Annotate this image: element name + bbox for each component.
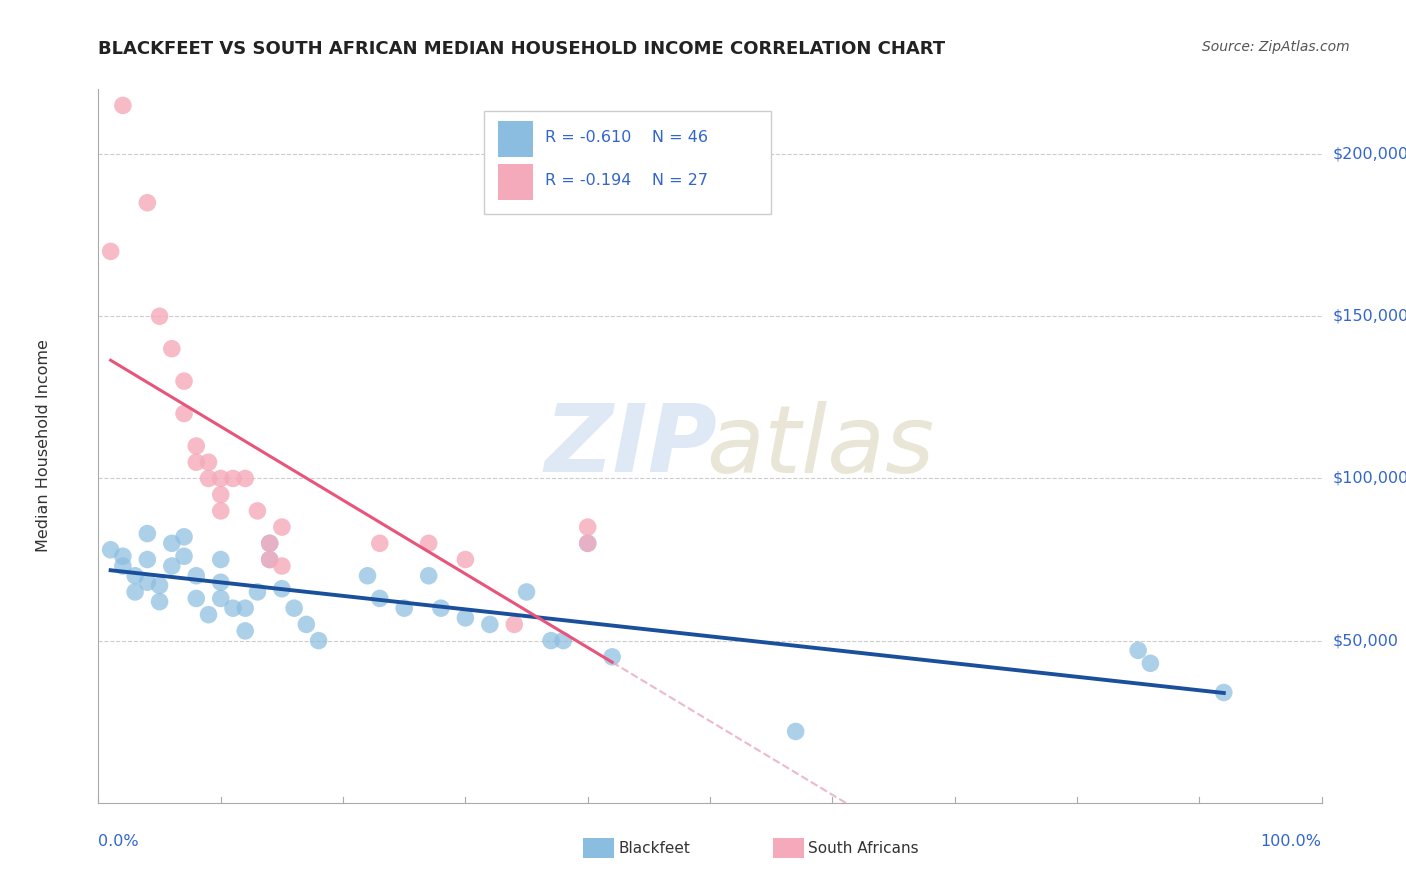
Point	[209, 471, 232, 485]
Point	[368, 591, 391, 606]
Point	[233, 471, 256, 485]
Point	[308, 633, 330, 648]
Point	[246, 504, 269, 518]
Point	[173, 407, 195, 421]
Point	[430, 601, 453, 615]
Point	[100, 244, 122, 259]
Point	[259, 552, 281, 566]
Text: 0.0%: 0.0%	[98, 834, 139, 849]
Point	[1139, 657, 1161, 671]
Point	[209, 575, 232, 590]
Point	[149, 595, 172, 609]
Point	[149, 310, 172, 324]
Point	[418, 568, 440, 582]
Point	[136, 575, 159, 590]
Point	[124, 585, 146, 599]
Point	[576, 520, 599, 534]
Text: $200,000: $200,000	[1333, 146, 1406, 161]
Text: $150,000: $150,000	[1333, 309, 1406, 324]
Point	[160, 342, 183, 356]
Point	[173, 374, 195, 388]
Point	[136, 195, 159, 210]
Point	[600, 649, 623, 664]
Point	[124, 568, 146, 582]
Text: Blackfeet: Blackfeet	[619, 841, 690, 855]
Point	[270, 559, 294, 574]
Point	[392, 601, 416, 615]
Point	[295, 617, 318, 632]
Point	[173, 530, 195, 544]
Point	[197, 607, 219, 622]
Point	[356, 568, 378, 582]
Point	[270, 582, 294, 596]
Point	[209, 552, 232, 566]
Text: South Africans: South Africans	[808, 841, 920, 855]
Point	[540, 633, 562, 648]
Point	[259, 536, 281, 550]
Point	[136, 526, 159, 541]
Point	[283, 601, 305, 615]
Point	[233, 601, 256, 615]
Point	[259, 552, 281, 566]
Point	[197, 471, 219, 485]
Point	[478, 617, 501, 632]
Point	[259, 536, 281, 550]
Bar	[498, 121, 533, 157]
Point	[503, 617, 526, 632]
Point	[186, 568, 208, 582]
Text: $100,000: $100,000	[1333, 471, 1406, 486]
Point	[418, 536, 440, 550]
Point	[173, 549, 195, 564]
Point	[222, 471, 245, 485]
Text: Median Household Income: Median Household Income	[37, 340, 51, 552]
Point	[209, 504, 232, 518]
Text: R = -0.610    N = 46: R = -0.610 N = 46	[546, 130, 707, 145]
Point	[111, 559, 134, 574]
Point	[1212, 685, 1234, 699]
Point	[785, 724, 807, 739]
Point	[576, 536, 599, 550]
Point	[1128, 643, 1150, 657]
Text: ZIP: ZIP	[546, 400, 718, 492]
Text: BLACKFEET VS SOUTH AFRICAN MEDIAN HOUSEHOLD INCOME CORRELATION CHART: BLACKFEET VS SOUTH AFRICAN MEDIAN HOUSEH…	[98, 40, 946, 58]
Point	[209, 488, 232, 502]
Point	[111, 98, 134, 112]
Point	[186, 439, 208, 453]
Point	[186, 455, 208, 469]
Point	[246, 585, 269, 599]
Point	[186, 591, 208, 606]
FancyBboxPatch shape	[484, 111, 772, 214]
Point	[515, 585, 537, 599]
Point	[553, 633, 575, 648]
Point	[454, 552, 477, 566]
Point	[222, 601, 245, 615]
Point	[576, 536, 599, 550]
Point	[368, 536, 391, 550]
Point	[160, 536, 183, 550]
Point	[100, 542, 122, 557]
Point	[270, 520, 294, 534]
Bar	[498, 164, 533, 200]
Point	[149, 578, 172, 592]
Text: atlas: atlas	[706, 401, 935, 491]
Point	[160, 559, 183, 574]
Point	[233, 624, 256, 638]
Point	[197, 455, 219, 469]
Point	[136, 552, 159, 566]
Point	[454, 611, 477, 625]
Text: 100.0%: 100.0%	[1261, 834, 1322, 849]
Point	[111, 549, 134, 564]
Text: Source: ZipAtlas.com: Source: ZipAtlas.com	[1202, 40, 1350, 54]
Point	[209, 591, 232, 606]
Text: R = -0.194    N = 27: R = -0.194 N = 27	[546, 173, 707, 188]
Text: $50,000: $50,000	[1333, 633, 1399, 648]
